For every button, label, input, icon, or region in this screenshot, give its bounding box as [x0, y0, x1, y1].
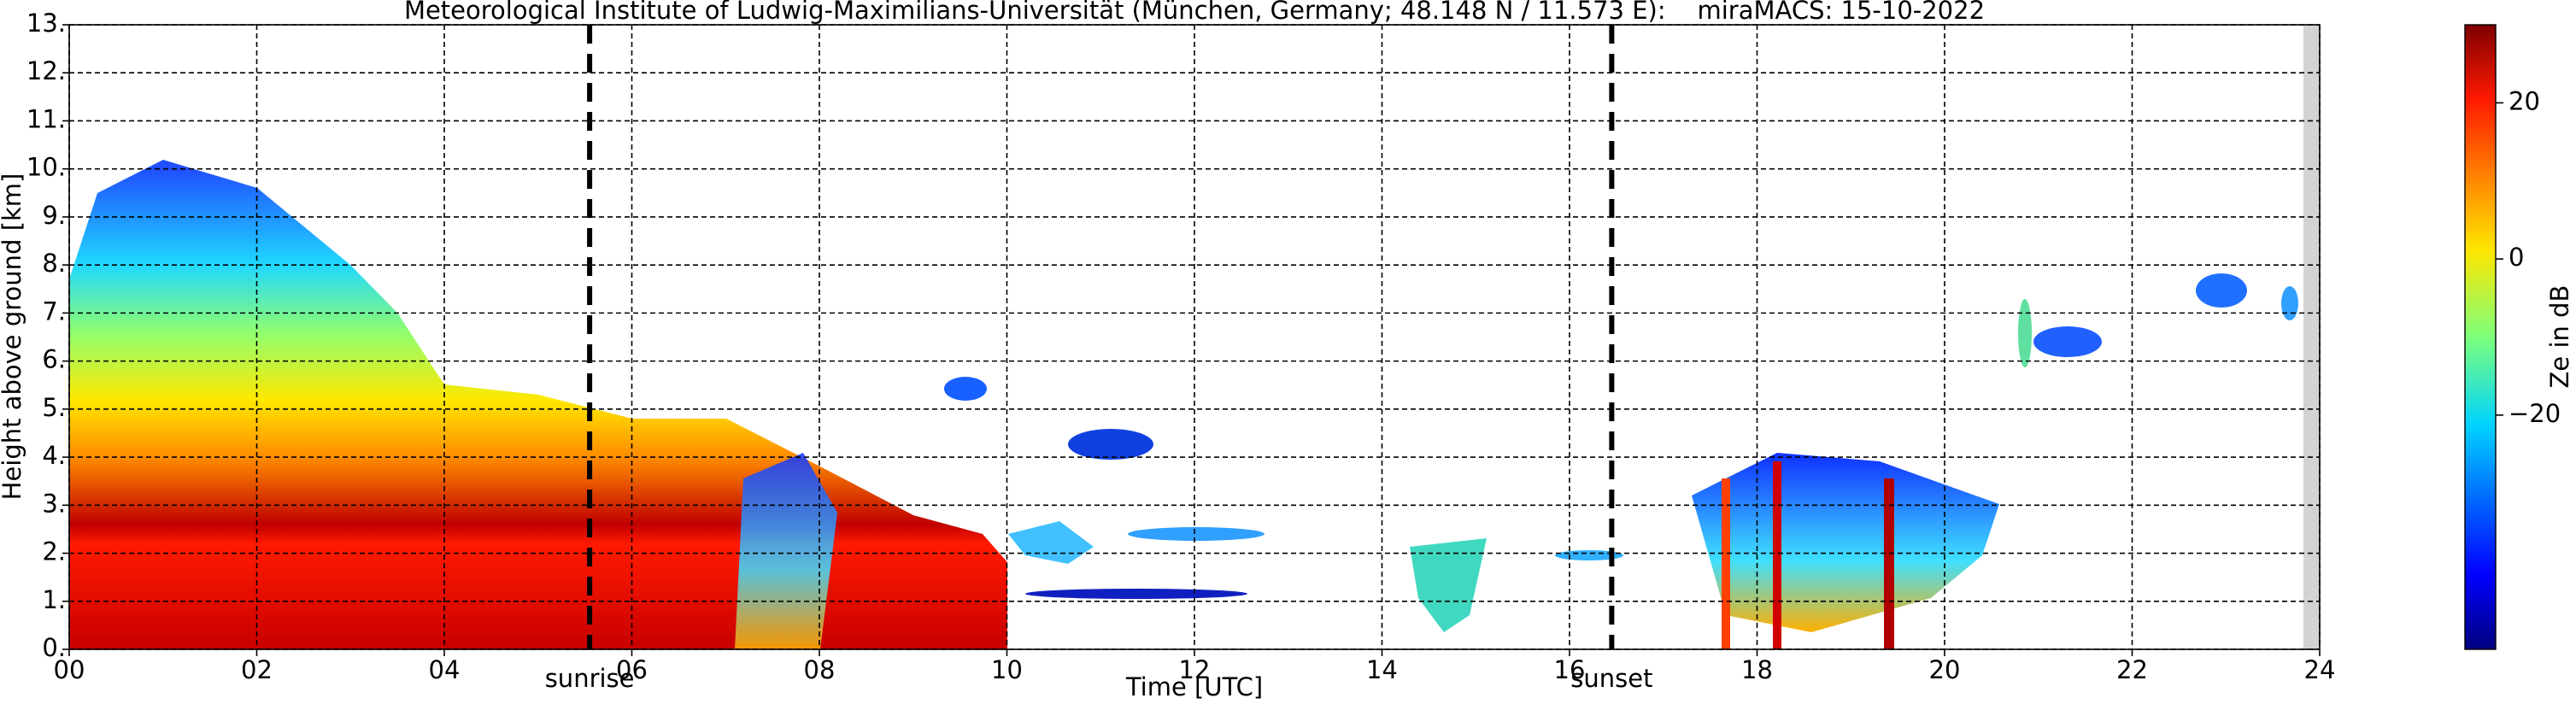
y-axis-label: Height above ground [km] — [0, 173, 26, 501]
y-tick-label: 9. — [42, 201, 66, 230]
y-tick-label: 6. — [42, 345, 66, 374]
y-tick-label: 11. — [26, 104, 66, 133]
y-tick-label: 3. — [42, 489, 66, 518]
x-tick-label: 00 — [54, 655, 85, 684]
x-tick-label: 24 — [2304, 655, 2336, 684]
y-tick-label: 7. — [42, 296, 66, 326]
x-tick-label: 18 — [1741, 655, 1773, 684]
event-label: sunrise — [545, 664, 635, 693]
x-tick-label: 22 — [2116, 655, 2148, 684]
x-tick-label: 10 — [991, 655, 1023, 684]
colorbar-tick-label: 0 — [2509, 243, 2524, 272]
y-tick-label: 8. — [42, 249, 66, 278]
radar-echoes — [69, 160, 2298, 649]
colorbar-tick-label: −20 — [2509, 399, 2561, 428]
x-tick-label: 04 — [429, 655, 461, 684]
colorbar-label: Ze in dB — [2545, 285, 2574, 389]
x-tick-label: 12 — [1179, 655, 1211, 684]
colorbar — [2464, 24, 2497, 650]
colorbar-tick-label: 20 — [2509, 86, 2540, 115]
y-tick-label: 13. — [26, 9, 66, 38]
x-axis-label: Time [UTC] — [1125, 672, 1263, 701]
y-tick-label: 5. — [42, 393, 66, 422]
x-tick-label: 20 — [1929, 655, 1961, 684]
y-tick-label: 10. — [26, 153, 66, 182]
event-label: sunset — [1570, 664, 1652, 693]
x-tick-label: 16 — [1554, 655, 1586, 684]
x-tick-label: 06 — [616, 655, 648, 684]
y-tick-label: 1. — [42, 585, 66, 614]
y-tick-label: 0. — [42, 633, 66, 662]
no-data-band — [2303, 25, 2320, 649]
x-tick-label: 08 — [804, 655, 836, 684]
x-tick-label: 14 — [1366, 655, 1398, 684]
y-tick-label: 12. — [26, 56, 66, 85]
y-tick-label: 2. — [42, 537, 66, 566]
plot-frame — [68, 24, 2321, 650]
chart-title: Meteorological Institute of Ludwig-Maxim… — [404, 0, 1985, 25]
x-tick-label: 02 — [241, 655, 273, 684]
y-tick-label: 4. — [42, 441, 66, 470]
